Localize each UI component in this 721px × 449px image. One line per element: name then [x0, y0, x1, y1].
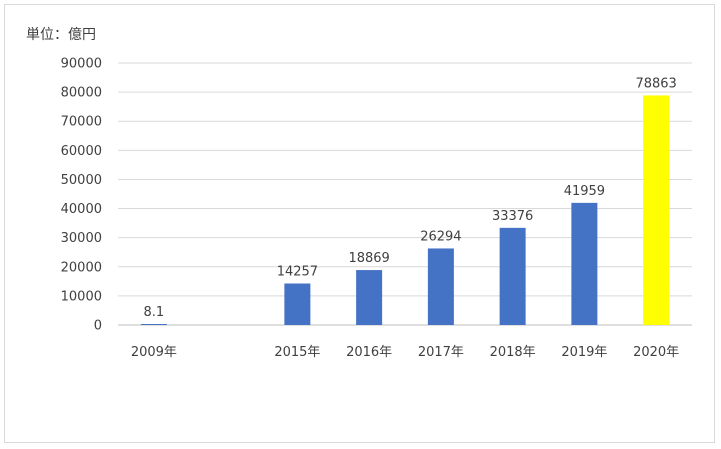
gridlines [118, 62, 692, 326]
y-tick-label: 90000 [61, 57, 102, 72]
bar-2017年 [427, 248, 454, 325]
bar-2018年 [499, 227, 526, 325]
bar-2016年 [356, 270, 383, 325]
x-category-label: 2020年 [633, 345, 679, 360]
y-tick-label: 20000 [61, 260, 102, 275]
x-category-label: 2019年 [561, 345, 607, 360]
x-category-label: 2018年 [490, 345, 536, 360]
bar-2019年 [571, 202, 598, 325]
x-category-label: 2015年 [274, 345, 320, 360]
data-label: 14257 [277, 264, 318, 279]
bar-2009年 [140, 324, 167, 325]
data-label: 41959 [564, 184, 605, 199]
y-tick-label: 30000 [61, 231, 102, 246]
y-tick-label: 50000 [61, 173, 102, 188]
data-label: 33376 [492, 209, 533, 224]
data-label: 8.1 [144, 305, 165, 320]
x-category-label: 2017年 [418, 345, 464, 360]
y-tick-label: 80000 [61, 86, 102, 101]
x-axis-categories: 2009年 2015年 2016年 2017年 2018年 2019年 2020年 [131, 345, 679, 360]
unit-label: 単位：億円 [26, 27, 96, 43]
data-label: 78863 [635, 76, 676, 91]
y-tick-label: 70000 [61, 115, 102, 130]
data-label: 18869 [348, 251, 389, 266]
y-tick-label: 10000 [61, 289, 102, 304]
y-tick-label: 60000 [61, 144, 102, 159]
y-axis-ticks: 0 10000 20000 30000 40000 50000 60000 70000 8000… [61, 57, 102, 334]
data-labels: 8.1 14257 18869 26294 33376 41959 78863 [144, 76, 677, 320]
x-category-label: 2016年 [346, 345, 392, 360]
bar-2020年 [643, 95, 670, 325]
bars [140, 95, 670, 325]
data-label: 26294 [420, 229, 461, 244]
y-tick-label: 40000 [61, 202, 102, 217]
bar-2015年 [284, 283, 311, 325]
y-tick-label: 0 [94, 319, 102, 334]
x-category-label: 2009年 [131, 345, 177, 360]
